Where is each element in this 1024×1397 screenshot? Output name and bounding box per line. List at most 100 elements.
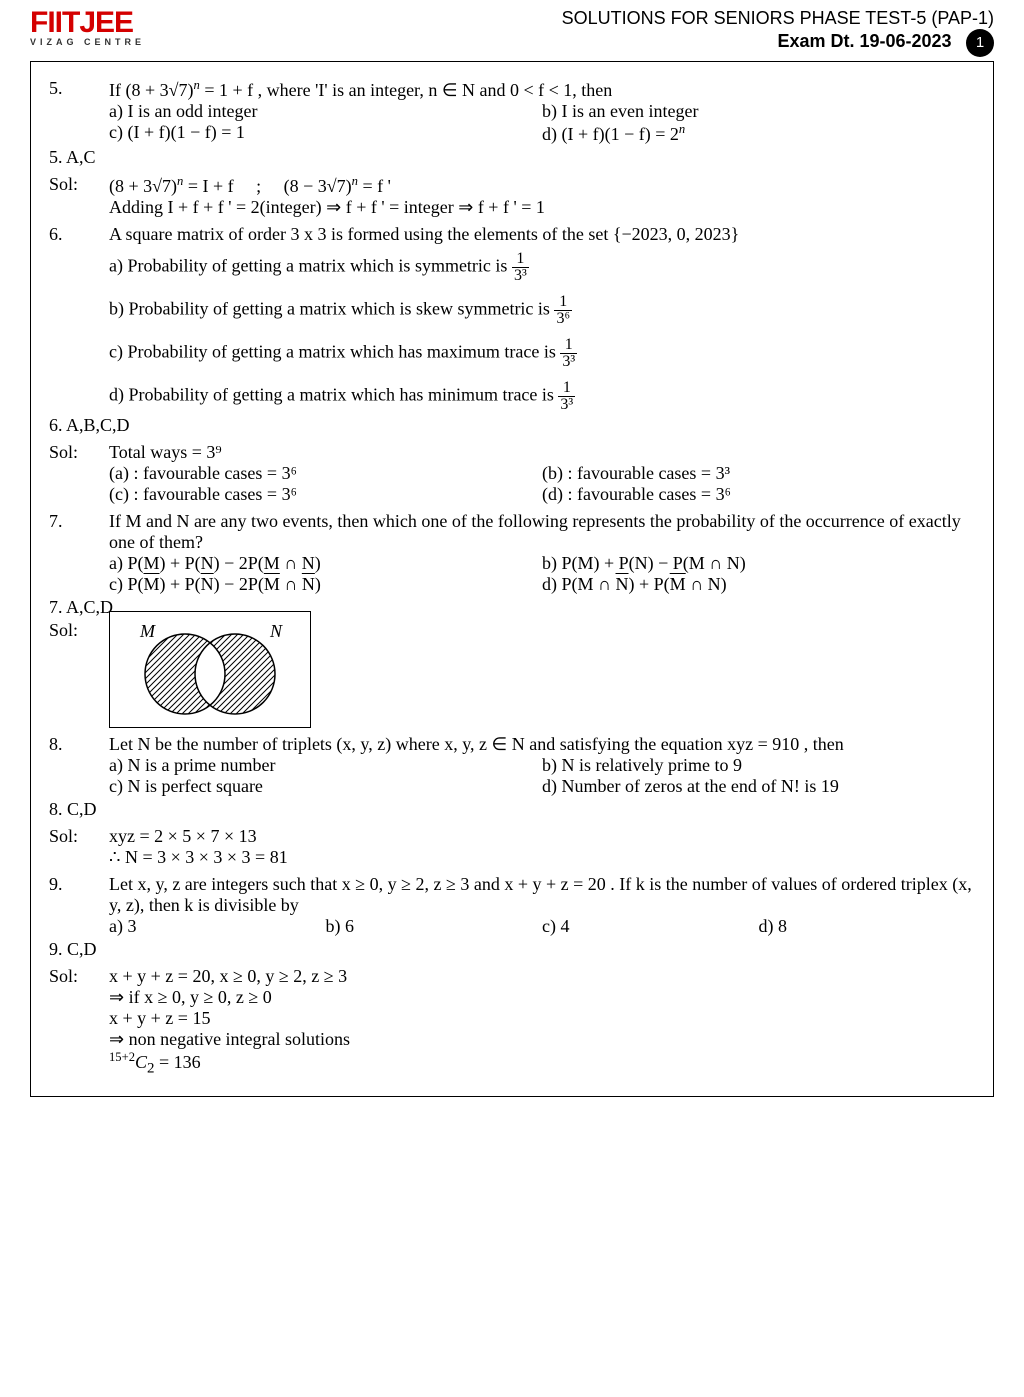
q6-body: A square matrix of order 3 x 3 is formed… xyxy=(109,224,975,413)
q7-opt-c: c) P(M) + P(N) − 2P(M ∩ N) xyxy=(109,574,542,595)
q7-sol-label: Sol: xyxy=(49,620,109,641)
q9-sol-l4: ⇒ non negative integral solutions xyxy=(109,1029,975,1050)
q5-sol-l1c: (8 − 3√7) xyxy=(284,176,352,196)
page: FIITJEE VIZAG CENTRE SOLUTIONS FOR SENIO… xyxy=(0,0,1024,1127)
q5-number: 5. xyxy=(49,78,109,145)
q7-options-row2: c) P(M) + P(N) − 2P(M ∩ N) d) P(M ∩ N) +… xyxy=(109,574,975,595)
q8-solution: Sol: xyz = 2 × 5 × 7 × 13 ∴ N = 3 × 3 × … xyxy=(49,826,975,868)
venn-label-n: N xyxy=(269,621,283,641)
q5-sol-label: Sol: xyxy=(49,174,109,218)
q9-sol-l2: ⇒ if x ≥ 0, y ≥ 0, z ≥ 0 xyxy=(109,987,975,1008)
q7-opt-a: a) P(M) + P(N) − 2P(M ∩ N) xyxy=(109,553,542,574)
q6-sol-a: (a) : favourable cases = 3⁶ xyxy=(109,463,542,484)
q6-solution: Sol: Total ways = 3⁹ (a) : favourable ca… xyxy=(49,442,975,505)
q6-sol-row1: (a) : favourable cases = 3⁶ (b) : favour… xyxy=(109,463,975,484)
q8-opt-b: b) N is relatively prime to 9 xyxy=(542,755,975,776)
q5-sol-l1b: = I + f xyxy=(188,176,234,196)
venn-diagram: M N xyxy=(109,611,311,728)
q6-answer: 6. A,B,C,D xyxy=(49,415,975,436)
q5-opt-d-exp: n xyxy=(679,122,685,136)
q7-options-row1: a) P(M) + P(N) − 2P(M ∩ N) b) P(M) + P(N… xyxy=(109,553,975,574)
q6-b-frac: 13⁶ xyxy=(554,294,572,327)
q9-sol-l3: x + y + z = 15 xyxy=(109,1008,975,1029)
header-date: Exam Dt. 19-06-2023 xyxy=(777,31,951,51)
q7-opt-d: d) P(M ∩ N) + P(M ∩ N) xyxy=(542,574,975,595)
q6-sol-b: (b) : favourable cases = 3³ xyxy=(542,463,975,484)
q7-number: 7. xyxy=(49,511,109,595)
q5-sol-l1d: = f ' xyxy=(362,176,390,196)
q9-opt-d: d) 8 xyxy=(759,916,976,937)
q5-sol-body: (8 + 3√7)n = I + f ; (8 − 3√7)n = f ' Ad… xyxy=(109,174,975,218)
q9-answer: 9. C,D xyxy=(49,939,975,960)
q5-opt-b: b) I is an even integer xyxy=(542,101,975,122)
q5-options-row2: c) (I + f)(1 − f) = 1 d) (I + f)(1 − f) … xyxy=(109,122,975,145)
q8-opt-a: a) N is a prime number xyxy=(109,755,542,776)
q6-sol-c: (c) : favourable cases = 3⁶ xyxy=(109,484,542,505)
q6-sol-row2: (c) : favourable cases = 3⁶ (d) : favour… xyxy=(109,484,975,505)
q8-opt-d: d) Number of zeros at the end of N! is 1… xyxy=(542,776,975,797)
question-5: 5. If (8 + 3√7)n = 1 + f , where 'I' is … xyxy=(49,78,975,145)
q9-opt-b: b) 6 xyxy=(326,916,543,937)
q7-opt-b: b) P(M) + P(N) − P(M ∩ N) xyxy=(542,553,975,574)
q8-sol-label: Sol: xyxy=(49,826,109,868)
q5-body: If (8 + 3√7)n = 1 + f , where 'I' is an … xyxy=(109,78,975,145)
q9-sol-label: Sol: xyxy=(49,966,109,1078)
q8-answer: 8. C,D xyxy=(49,799,975,820)
q5-opt-d-left: d) (I + f)(1 − f) = 2 xyxy=(542,124,679,144)
q5-solution: Sol: (8 + 3√7)n = I + f ; (8 − 3√7)n = f… xyxy=(49,174,975,218)
q9-sol-body: x + y + z = 20, x ≥ 0, y ≥ 2, z ≥ 3 ⇒ if… xyxy=(109,966,975,1078)
question-6: 6. A square matrix of order 3 x 3 is for… xyxy=(49,224,975,413)
logo-block: FIITJEE VIZAG CENTRE xyxy=(30,8,145,47)
q6-opt-a: a) Probability of getting a matrix which… xyxy=(109,251,975,284)
q6-opt-d: d) Probability of getting a matrix which… xyxy=(109,380,975,413)
q8-stem: Let N be the number of triplets (x, y, z… xyxy=(109,734,975,755)
q6-number: 6. xyxy=(49,224,109,413)
q6-sol-l1: Total ways = 3⁹ xyxy=(109,442,975,463)
q5-opt-d: d) (I + f)(1 − f) = 2n xyxy=(542,122,975,145)
q5-stem-post: = 1 + f , where 'I' is an integer, n ∈ N… xyxy=(204,80,612,100)
header-right: SOLUTIONS FOR SENIORS PHASE TEST-5 (PAP-… xyxy=(562,8,994,57)
q6-d-frac: 13³ xyxy=(558,380,575,413)
q5-sol-exp2: n xyxy=(352,174,358,188)
q9-solution: Sol: x + y + z = 20, x ≥ 0, y ≥ 2, z ≥ 3… xyxy=(49,966,975,1078)
q9-sol-l5: 15+2C2 = 136 xyxy=(109,1050,975,1078)
q8-sol-body: xyz = 2 × 5 × 7 × 13 ∴ N = 3 × 3 × 3 × 3… xyxy=(109,826,975,868)
header: FIITJEE VIZAG CENTRE SOLUTIONS FOR SENIO… xyxy=(30,8,994,57)
q8-sol-l1: xyz = 2 × 5 × 7 × 13 xyxy=(109,826,257,846)
question-7: 7. If M and N are any two events, then w… xyxy=(49,511,975,595)
q5-stem-expr: (8 + 3√7) xyxy=(126,80,194,100)
q6-opt-b: b) Probability of getting a matrix which… xyxy=(109,294,975,327)
q6-opt-c: c) Probability of getting a matrix which… xyxy=(109,337,975,370)
q8-body: Let N be the number of triplets (x, y, z… xyxy=(109,734,975,797)
content-box: 5. If (8 + 3√7)n = 1 + f , where 'I' is … xyxy=(30,61,994,1097)
q5-stem-exp: n xyxy=(194,78,200,92)
q5-sol-l2: Adding I + f + f ' = 2(integer) ⇒ f + f … xyxy=(109,197,975,218)
q5-options-row1: a) I is an odd integer b) I is an even i… xyxy=(109,101,975,122)
q9-opt-c: c) 4 xyxy=(542,916,759,937)
q6-a-frac: 13³ xyxy=(512,251,529,284)
q8-number: 8. xyxy=(49,734,109,797)
q9-stem: Let x, y, z are integers such that x ≥ 0… xyxy=(109,874,975,916)
q6-b-text: b) Probability of getting a matrix which… xyxy=(109,299,554,319)
q9-sol-l1: x + y + z = 20, x ≥ 0, y ≥ 2, z ≥ 3 xyxy=(109,966,975,987)
q8-sol-l2: ∴ N = 3 × 3 × 3 × 3 = 81 xyxy=(109,847,975,868)
q5-sol-exp1: n xyxy=(177,174,183,188)
question-8: 8. Let N be the number of triplets (x, y… xyxy=(49,734,975,797)
logo-main: FIITJEE xyxy=(30,8,145,38)
q6-stem: A square matrix of order 3 x 3 is formed… xyxy=(109,224,975,245)
logo-sub: VIZAG CENTRE xyxy=(30,38,145,47)
q9-options: a) 3 b) 6 c) 4 d) 8 xyxy=(109,916,975,937)
q9-opt-a: a) 3 xyxy=(109,916,326,937)
q6-c-text: c) Probability of getting a matrix which… xyxy=(109,342,560,362)
q8-options-row2: c) N is perfect square d) Number of zero… xyxy=(109,776,975,797)
q5-opt-c: c) (I + f)(1 − f) = 1 xyxy=(109,122,542,145)
q9-number: 9. xyxy=(49,874,109,937)
q6-a-text: a) Probability of getting a matrix which… xyxy=(109,256,512,276)
q5-stem-pre: If xyxy=(109,80,126,100)
q5-sol-l1a: (8 + 3√7) xyxy=(109,176,177,196)
q6-d-text: d) Probability of getting a matrix which… xyxy=(109,385,558,405)
q7-body: If M and N are any two events, then whic… xyxy=(109,511,975,595)
q6-sol-d: (d) : favourable cases = 3⁶ xyxy=(542,484,975,505)
q7-stem: If M and N are any two events, then whic… xyxy=(109,511,975,553)
q5-opt-a: a) I is an odd integer xyxy=(109,101,542,122)
